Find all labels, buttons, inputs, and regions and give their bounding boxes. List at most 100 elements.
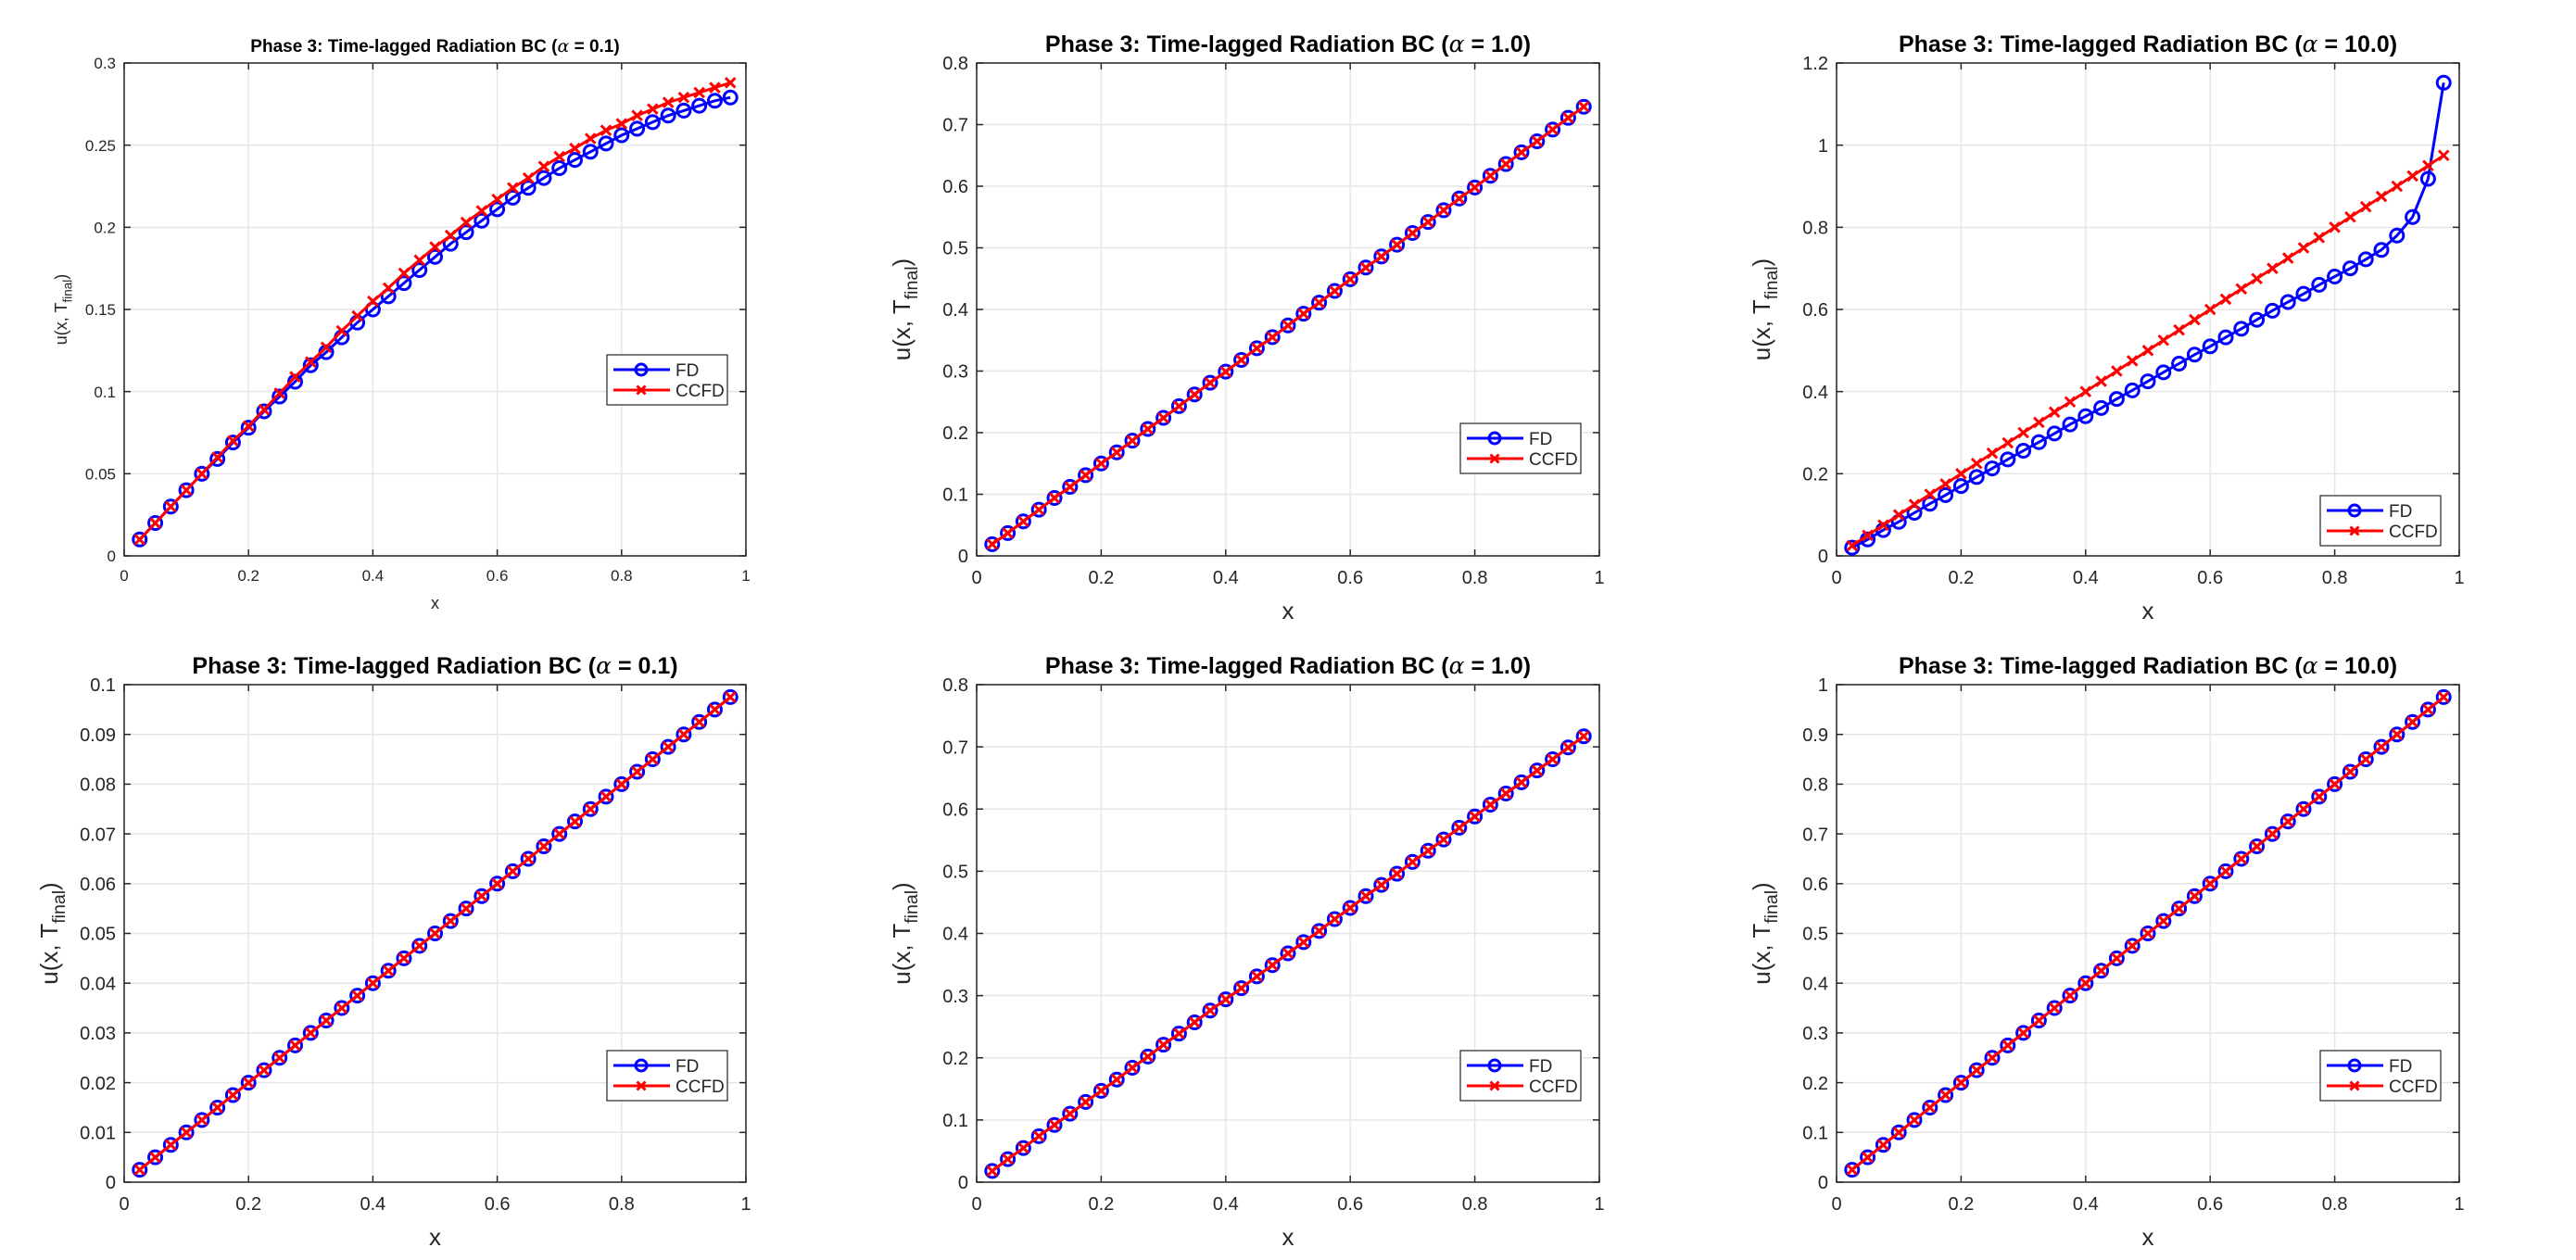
- marker-x: [724, 76, 737, 89]
- marker-circle: [147, 1149, 164, 1166]
- marker-x: [600, 124, 612, 137]
- marker-x: [320, 1014, 333, 1027]
- legend-box: [1459, 422, 1582, 474]
- y-tick-label: 0.1: [90, 675, 116, 696]
- marker-x: [460, 216, 473, 229]
- marker-circle: [1545, 751, 1561, 768]
- marker-circle: [644, 751, 661, 768]
- marker-circle: [1233, 980, 1250, 997]
- marker-circle: [1559, 739, 1576, 756]
- marker-x: [1421, 216, 1434, 228]
- marker-x: [320, 341, 333, 354]
- marker-circle: [2347, 503, 2362, 518]
- marker-circle: [1015, 1140, 1031, 1156]
- axes-box: [976, 62, 1600, 557]
- marker-circle: [2202, 876, 2218, 892]
- x-tick-label: 0.4: [2073, 568, 2099, 588]
- marker-x: [367, 976, 379, 989]
- marker-circle: [458, 901, 474, 917]
- marker-x: [2141, 927, 2154, 939]
- legend-label: FD: [676, 361, 699, 381]
- title-text: Phase 3: Time-lagged Radiation BC (: [1899, 653, 2303, 679]
- axes-box: [1836, 684, 2460, 1183]
- marker-circle: [1575, 98, 1592, 115]
- marker-x: [1515, 146, 1528, 158]
- marker-x: [1562, 741, 1574, 754]
- chart-title: Phase 3: Time-lagged Radiation BC (α = 1…: [1899, 652, 2397, 679]
- marker-circle: [706, 93, 723, 109]
- marker-circle: [256, 403, 272, 420]
- series-ccfd: [133, 76, 737, 546]
- y-tick-label: 0.6: [1802, 875, 1828, 895]
- axes-box: [123, 684, 747, 1183]
- marker-x: [1437, 833, 1450, 846]
- y-tick-label: 0.2: [942, 423, 968, 444]
- legend-label: FD: [676, 1057, 699, 1077]
- y-tick-label: 0.7: [1802, 825, 1828, 845]
- marker-circle: [2389, 227, 2406, 244]
- marker-x: [1970, 1064, 1983, 1077]
- marker-x: [2017, 426, 2029, 439]
- y-tick-label: 0.5: [942, 863, 968, 883]
- marker-x: [1359, 889, 1372, 902]
- marker-circle: [1170, 1026, 1187, 1042]
- marker-circle: [287, 1037, 304, 1053]
- marker-x: [258, 1064, 271, 1077]
- marker-circle: [2373, 738, 2390, 755]
- marker-x: [1489, 1080, 1500, 1091]
- marker-circle: [1487, 431, 1502, 446]
- legend-box: [2319, 495, 2442, 547]
- marker-x: [335, 1002, 348, 1014]
- marker-x: [1002, 527, 1014, 539]
- x-tick-label: 1: [1594, 1194, 1604, 1215]
- marker-x: [1313, 925, 1325, 938]
- y-tick-label: 0.8: [942, 54, 968, 74]
- title-text: = 1.0): [1465, 653, 1532, 679]
- marker-x: [413, 939, 426, 952]
- marker-x: [2064, 396, 2077, 409]
- marker-circle: [2342, 260, 2358, 277]
- y-axis-label: u(x, Tfinal): [52, 274, 74, 345]
- marker-x: [1547, 753, 1559, 765]
- marker-circle: [2264, 825, 2280, 842]
- marker-x: [1939, 1089, 1951, 1102]
- marker-x: [2033, 1014, 2045, 1027]
- marker-x: [2235, 852, 2248, 865]
- y-axis-label: u(x, Tfinal): [35, 882, 69, 984]
- marker-circle: [1952, 1075, 1969, 1091]
- marker-circle: [536, 170, 552, 186]
- marker-x: [662, 96, 675, 108]
- x-tick-label: 0.4: [362, 567, 385, 585]
- marker-x: [2111, 952, 2123, 964]
- marker-x: [351, 989, 363, 1002]
- marker-x: [2235, 283, 2248, 296]
- marker-circle: [2295, 800, 2312, 817]
- chart-4: 0 0.2 0.4 0.6 0.8 1 0 0.01 0.02 0.03 0.04 0.05 0.06 0…: [35, 652, 751, 1251]
- marker-circle: [396, 950, 412, 966]
- marker-x: [2391, 728, 2404, 741]
- marker-x: [1017, 515, 1029, 528]
- y-tick-label: 0.3: [94, 55, 116, 72]
- x-tick-label: 0.4: [1213, 1194, 1239, 1215]
- marker-x: [180, 484, 193, 497]
- marker-x: [2141, 345, 2154, 357]
- marker-x: [2064, 989, 2077, 1002]
- marker-x: [1142, 1051, 1155, 1063]
- marker-x: [165, 1139, 177, 1152]
- marker-x: [1846, 539, 1859, 552]
- marker-x: [289, 371, 301, 384]
- marker-circle: [706, 701, 723, 718]
- marker-x: [1986, 1052, 1999, 1065]
- marker-x: [1157, 411, 1169, 424]
- marker-x: [1892, 1126, 1905, 1139]
- marker-x: [709, 703, 721, 716]
- y-label-text: u(x, T: [888, 924, 915, 985]
- x-tick-label: 0: [1831, 568, 1841, 588]
- y-tick-label: 0.03: [80, 1024, 116, 1044]
- legend-box: [2319, 1050, 2442, 1102]
- title-text: = 0.1): [569, 37, 619, 57]
- marker-circle: [722, 688, 739, 705]
- marker-x: [491, 193, 503, 206]
